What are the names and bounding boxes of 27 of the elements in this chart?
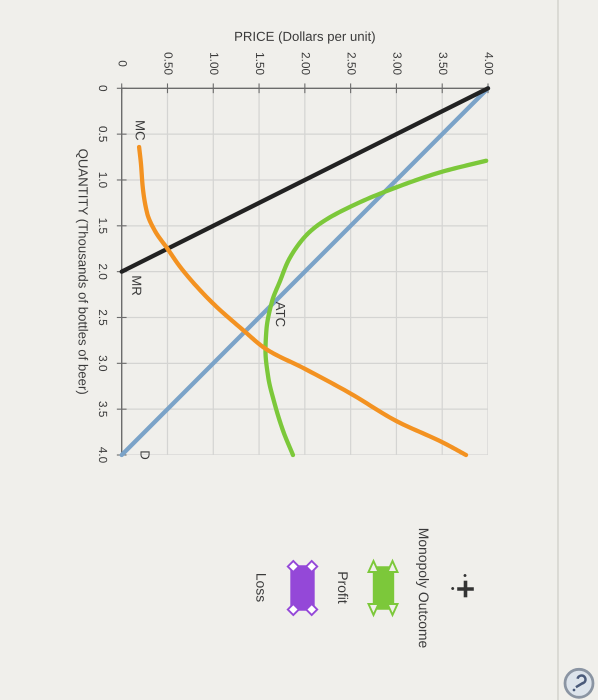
y-tick-label: 1.0 <box>98 172 108 188</box>
y-tick-label: 3.0 <box>98 356 108 372</box>
y-tick-label: 2.0 <box>98 264 108 280</box>
x-tick-label: 2.00 <box>302 52 310 75</box>
y-tick-label: 1.5 <box>98 218 108 234</box>
x-tick-label: 0 <box>118 60 127 66</box>
x-tick-label: 1.50 <box>256 52 264 75</box>
text: ATC <box>276 302 286 327</box>
x-tick-label: 0.50 <box>164 52 173 75</box>
text: D <box>140 451 150 460</box>
y-tick-label: 4.0 <box>98 447 108 463</box>
text: MC <box>136 121 145 140</box>
text: MR <box>132 276 142 296</box>
text: Monopoly Outcome <box>416 528 429 648</box>
x-axis-title: PRICE (Dollars per unit) <box>235 31 375 44</box>
y-tick-label: 0 <box>98 85 108 92</box>
x-tick-label: 3.00 <box>393 52 402 75</box>
x-tick-label: 1.00 <box>210 52 218 75</box>
y-tick-label: 3.5 <box>98 401 108 417</box>
x-tick-label: 3.50 <box>439 52 448 75</box>
text: Profit <box>338 572 348 604</box>
x-tick-label: 2.50 <box>347 52 356 75</box>
y-axis-title: QUANTITY (Thousands of bottles of beer) <box>76 149 88 394</box>
text: Loss <box>256 574 266 602</box>
y-tick-label: 0.5 <box>98 126 108 142</box>
y-tick-label: 2.5 <box>98 310 108 326</box>
x-tick-label: 4.00 <box>484 52 494 75</box>
